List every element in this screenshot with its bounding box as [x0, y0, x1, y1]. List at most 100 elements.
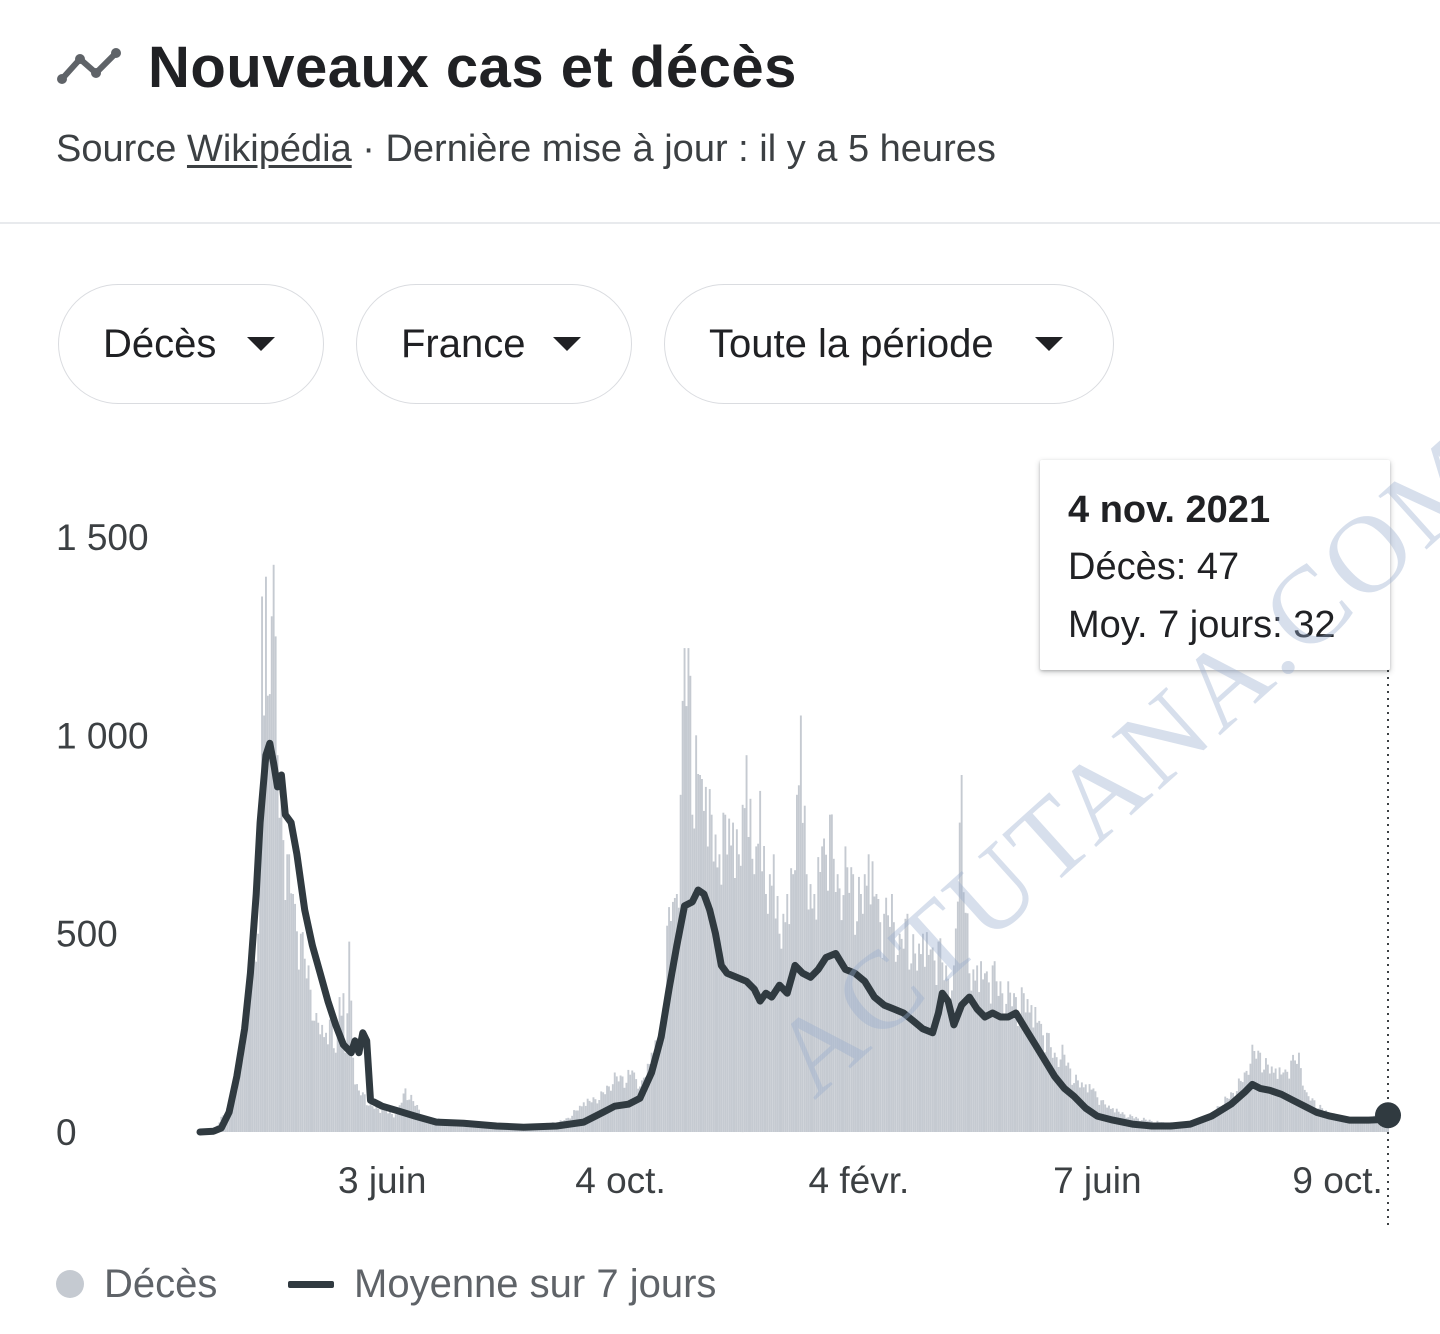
deaths-bar: [261, 596, 263, 1132]
legend-average[interactable]: Moyenne sur 7 jours: [288, 1256, 716, 1312]
deaths-bar: [1077, 1080, 1079, 1132]
deaths-bar: [1325, 1110, 1327, 1132]
deaths-bar: [247, 990, 250, 1132]
region-filter-chip[interactable]: France: [356, 284, 632, 404]
deaths-bar: [1317, 1108, 1320, 1132]
deaths-bar: [840, 920, 843, 1132]
deaths-bar: [858, 876, 860, 1132]
deaths-bar: [918, 943, 920, 1132]
deaths-bar: [1028, 1012, 1031, 1132]
deaths-bar: [1201, 1119, 1203, 1132]
deaths-bar: [954, 928, 957, 1132]
deaths-bar: [825, 854, 827, 1132]
deaths-bar: [908, 969, 911, 1132]
deaths-bar: [668, 907, 670, 1132]
deaths-bar: [286, 854, 289, 1132]
legend-deaths[interactable]: Décès: [56, 1256, 217, 1312]
deaths-bar: [823, 838, 825, 1132]
hover-point-marker: [1375, 1102, 1401, 1129]
deaths-bar: [274, 636, 277, 1132]
metric-filter-chip[interactable]: Décès: [58, 284, 324, 404]
deaths-bar: [660, 1032, 663, 1132]
deaths-bar: [902, 948, 905, 1132]
deaths-bar: [797, 785, 800, 1132]
deaths-bar: [830, 814, 833, 1132]
deaths-bar: [387, 1113, 389, 1132]
page-title: Nouveaux cas et décès: [148, 34, 797, 100]
deaths-bar: [294, 903, 296, 1132]
deaths-bar: [330, 1020, 333, 1132]
header: Nouveaux cas et décès Source Wikipédia ·…: [56, 30, 1400, 171]
deaths-bar: [1371, 1119, 1374, 1132]
deaths-bar: [838, 888, 841, 1132]
period-filter-chip[interactable]: Toute la période: [664, 284, 1114, 404]
deaths-bar: [763, 846, 765, 1132]
average-line-layer: [196, 739, 1401, 1136]
deaths-bar: [937, 941, 940, 1132]
deaths-bar: [1218, 1106, 1221, 1132]
deaths-bar: [1032, 1027, 1035, 1132]
deaths-bar: [1051, 1057, 1054, 1132]
deaths-bar: [821, 846, 824, 1132]
deaths-bar: [371, 1106, 374, 1132]
deaths-bar: [922, 933, 924, 1132]
deaths-bar: [255, 961, 258, 1132]
deaths-bar: [807, 909, 810, 1132]
deaths-bar: [327, 1044, 329, 1132]
deaths-bar: [1042, 1035, 1044, 1132]
deaths-bar: [1354, 1120, 1357, 1132]
deaths-bar: [852, 874, 855, 1132]
deaths-bar: [827, 890, 829, 1132]
deaths-bar: [710, 814, 713, 1132]
deaths-bar: [974, 980, 977, 1132]
deaths-bar: [373, 1108, 376, 1132]
deaths-bar: [1348, 1119, 1351, 1132]
source-link[interactable]: Wikipédia: [186, 128, 352, 170]
deaths-bar: [1228, 1098, 1231, 1132]
deaths-bar: [951, 990, 953, 1132]
deaths-bar: [914, 953, 917, 1132]
deaths-bar: [1288, 1078, 1291, 1132]
deaths-bar: [420, 1115, 422, 1132]
deaths-bar: [801, 822, 804, 1132]
deaths-bar: [350, 1000, 353, 1132]
deaths-bar: [670, 921, 672, 1132]
deaths-bar: [1340, 1118, 1343, 1132]
deaths-bar: [1191, 1123, 1194, 1132]
deaths-bar: [278, 817, 281, 1132]
deaths-bar: [253, 960, 256, 1132]
deaths-bar: [799, 715, 802, 1132]
deaths-bar: [354, 1084, 356, 1132]
deaths-bar: [648, 1064, 651, 1132]
deaths-bar: [889, 926, 891, 1132]
deaths-bar: [687, 648, 690, 1132]
deaths-bar: [328, 1019, 331, 1132]
deaths-bar: [718, 854, 721, 1132]
deaths-bar: [338, 997, 341, 1132]
deaths-bar: [237, 1068, 240, 1132]
deaths-bar: [741, 804, 744, 1133]
deaths-bar: [392, 1117, 395, 1132]
deaths-bar: [1001, 993, 1004, 1132]
deaths-bar: [642, 1077, 645, 1132]
deaths-bar: [1003, 1014, 1006, 1132]
deaths-bar: [235, 1072, 238, 1132]
source-line: Source Wikipédia · Dernière mise à jour …: [56, 128, 996, 171]
deaths-bar: [910, 963, 913, 1132]
deaths-bar: [904, 918, 907, 1132]
deaths-bar: [786, 894, 789, 1132]
deaths-bar: [290, 893, 293, 1132]
deaths-bar: [317, 1022, 320, 1132]
deaths-bar: [726, 854, 729, 1132]
deaths-bar: [336, 1033, 339, 1132]
deaths-bar: [1195, 1122, 1198, 1132]
deaths-bar: [697, 774, 700, 1132]
deaths-bar: [929, 949, 932, 1132]
deaths-bar: [476, 1125, 479, 1132]
deaths-bar: [652, 1061, 655, 1132]
deaths-bar: [1241, 1082, 1244, 1132]
deaths-bar: [1268, 1073, 1271, 1132]
deaths-bar: [1208, 1116, 1211, 1132]
deaths-bar: [662, 1007, 665, 1132]
